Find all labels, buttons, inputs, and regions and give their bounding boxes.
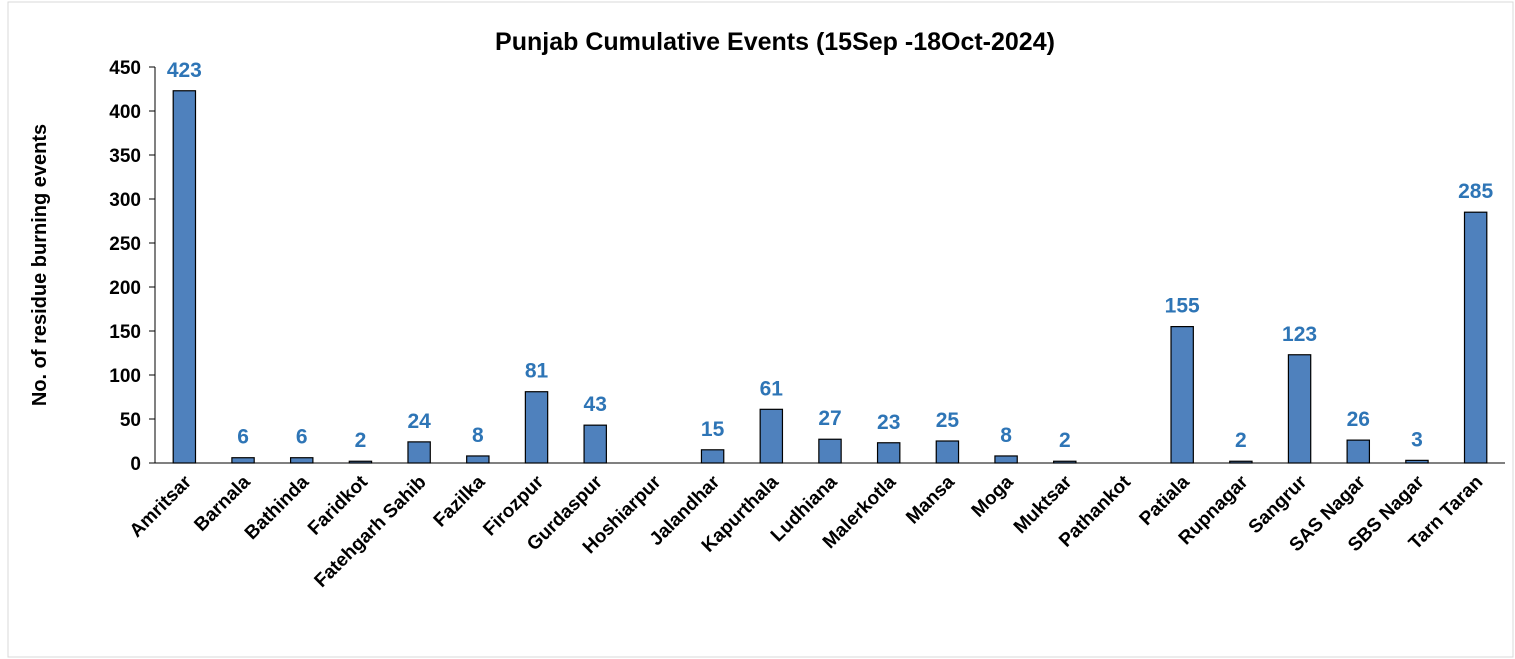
data-label: 6 xyxy=(237,426,249,449)
data-label: 27 xyxy=(818,407,841,430)
bar xyxy=(935,440,960,464)
x-tick-label: Fatehgarh Sahib xyxy=(311,472,431,592)
bar xyxy=(994,455,1018,464)
data-label: 43 xyxy=(584,393,607,416)
data-label: 26 xyxy=(1347,408,1370,431)
chart-title: Punjab Cumulative Events (15Sep -18Oct-2… xyxy=(495,28,1055,56)
data-label: 285 xyxy=(1458,180,1493,203)
x-tick-label: Bathinda xyxy=(241,471,314,544)
data-label: 2 xyxy=(1235,429,1247,452)
y-tick-label: 250 xyxy=(109,234,141,255)
bar xyxy=(759,408,784,464)
chart-border xyxy=(7,1,1514,658)
y-tick-label: 300 xyxy=(109,190,141,211)
bar xyxy=(289,457,314,464)
bar xyxy=(876,442,901,464)
y-tick-label: 150 xyxy=(109,322,141,343)
data-label: 123 xyxy=(1282,323,1317,346)
y-tick-label: 50 xyxy=(120,410,141,431)
y-tick-label: 100 xyxy=(109,366,141,387)
x-tick-label: Fazilka xyxy=(430,471,490,531)
x-tick-label: Mansa xyxy=(902,471,959,528)
data-label: 2 xyxy=(1059,429,1071,452)
bar xyxy=(1463,211,1488,464)
x-tick-label: Patiala xyxy=(1136,471,1194,529)
data-label: 61 xyxy=(760,377,784,400)
bar xyxy=(407,441,431,464)
y-axis-label: No. of residue burning events xyxy=(29,124,51,406)
bar xyxy=(231,457,255,464)
data-label: 155 xyxy=(1165,295,1200,318)
data-label: 8 xyxy=(472,424,484,447)
data-label: 23 xyxy=(877,411,900,434)
bar xyxy=(818,438,842,464)
x-tick-label: Amritsar xyxy=(126,471,197,542)
data-label: 3 xyxy=(1411,428,1423,451)
data-label: 25 xyxy=(936,409,960,432)
data-label: 8 xyxy=(1000,424,1012,447)
data-label: 423 xyxy=(167,59,202,82)
bar xyxy=(524,391,549,464)
bar xyxy=(466,455,490,464)
y-tick-label: 450 xyxy=(109,58,141,79)
bar xyxy=(172,90,197,464)
y-tick-label: 400 xyxy=(109,102,141,123)
y-tick-label: 350 xyxy=(109,146,141,167)
data-label: 15 xyxy=(701,418,725,441)
bar xyxy=(1346,439,1371,464)
bar xyxy=(1287,354,1312,464)
bar xyxy=(583,424,607,464)
data-label: 81 xyxy=(525,360,549,383)
data-label: 6 xyxy=(296,426,308,449)
y-tick-label: 0 xyxy=(130,454,141,475)
data-label: 24 xyxy=(407,410,431,433)
y-tick-label: 200 xyxy=(109,278,141,299)
bar xyxy=(700,449,725,464)
bar xyxy=(1170,326,1194,464)
data-label: 2 xyxy=(355,429,367,452)
x-tick-label: Moga xyxy=(968,471,1018,521)
